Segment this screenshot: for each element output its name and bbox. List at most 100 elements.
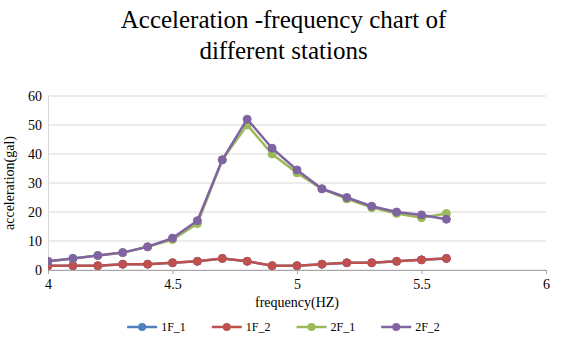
marker	[94, 262, 102, 270]
marker	[293, 262, 301, 270]
legend-item: 2F_2	[381, 320, 440, 334]
marker	[69, 254, 77, 262]
marker	[293, 166, 301, 174]
marker	[169, 234, 177, 242]
marker	[418, 256, 426, 264]
grid-line	[48, 96, 546, 97]
x-tick: 4.5	[164, 270, 182, 292]
marker	[293, 262, 301, 270]
marker	[48, 257, 52, 265]
grid-line	[48, 154, 546, 155]
marker	[218, 254, 226, 262]
legend-item: 2F_1	[297, 320, 356, 334]
y-tick-label: 60	[28, 89, 42, 104]
marker	[144, 260, 152, 268]
y-tick-label: 40	[28, 147, 42, 162]
marker	[243, 257, 251, 265]
x-tick-label: 5.5	[413, 277, 431, 292]
legend-label: 1F_2	[246, 320, 271, 334]
legend-item: 1F_1	[127, 320, 186, 334]
x-tick: 4	[45, 270, 52, 292]
marker	[368, 259, 376, 267]
x-tick-mark	[297, 270, 298, 274]
x-axis-title: frequency(HZ)	[255, 295, 339, 311]
x-tick-mark	[48, 270, 49, 274]
marker	[144, 260, 152, 268]
marker	[144, 243, 152, 251]
y-axis-line	[48, 97, 49, 271]
series-line	[48, 125, 446, 261]
marker	[343, 194, 351, 202]
legend-marker	[308, 323, 316, 331]
marker	[119, 249, 127, 257]
marker	[119, 260, 127, 268]
grid-line	[48, 212, 546, 213]
x-axis: 4 4.5 5 5.5 6	[45, 270, 550, 292]
marker	[343, 259, 351, 267]
marker	[94, 252, 102, 260]
legend-marker	[138, 323, 146, 331]
marker	[393, 257, 401, 265]
marker	[119, 260, 127, 268]
legend-label: 1F_1	[161, 320, 186, 334]
title: Acceleration -frequency chart ofdifferen…	[121, 6, 447, 64]
marker	[318, 185, 326, 193]
x-tick: 5.5	[413, 270, 431, 292]
x-tick-label: 4	[45, 277, 52, 292]
y-tick: 10	[28, 234, 48, 249]
marker	[318, 185, 326, 193]
legend: 1F_1 1F_2 2F_1 2F_2	[127, 320, 440, 334]
x-tick-label: 6	[543, 277, 550, 292]
marker	[218, 254, 226, 262]
x-tick-mark	[173, 270, 174, 274]
marker	[218, 156, 226, 164]
series-markers	[48, 115, 450, 265]
marker	[268, 262, 276, 270]
grid-line	[48, 241, 546, 242]
legend-marker	[223, 323, 231, 331]
y-tick-label: 10	[28, 234, 42, 249]
legend-marker	[392, 323, 400, 331]
x-tick: 5	[294, 270, 301, 292]
marker	[442, 254, 450, 262]
series-markers	[48, 254, 450, 269]
marker	[318, 260, 326, 268]
marker	[193, 217, 201, 225]
plot-area	[48, 115, 450, 269]
series-markers	[48, 121, 450, 265]
marker	[193, 257, 201, 265]
marker	[119, 249, 127, 257]
marker	[94, 262, 102, 270]
marker	[393, 257, 401, 265]
y-tick: 60	[28, 89, 48, 104]
series-line	[48, 119, 446, 261]
x-tick-mark	[422, 270, 423, 274]
legend-label: 2F_1	[331, 320, 356, 334]
y-tick: 30	[28, 176, 48, 191]
marker	[94, 252, 102, 260]
x-tick: 6	[543, 270, 550, 292]
marker	[368, 202, 376, 210]
legend-label: 2F_2	[415, 320, 440, 334]
x-tick-label: 4.5	[164, 277, 182, 292]
marker	[69, 254, 77, 262]
y-tick-label: 30	[28, 176, 42, 191]
y-tick: 0	[35, 263, 48, 278]
grid-line	[48, 125, 546, 126]
y-tick-label: 0	[35, 263, 42, 278]
y-tick: 50	[28, 118, 48, 133]
marker	[169, 259, 177, 267]
x-tick-label: 5	[294, 277, 301, 292]
chart: Acceleration -frequency chart ofdifferen…	[0, 0, 567, 344]
y-tick: 20	[28, 205, 48, 220]
marker	[243, 257, 251, 265]
marker	[442, 215, 450, 223]
y-tick: 40	[28, 147, 48, 162]
marker	[393, 208, 401, 216]
marker	[193, 257, 201, 265]
legend-item: 1F_2	[212, 320, 271, 334]
marker	[268, 262, 276, 270]
marker	[318, 260, 326, 268]
marker	[418, 211, 426, 219]
grid-line	[48, 183, 546, 184]
